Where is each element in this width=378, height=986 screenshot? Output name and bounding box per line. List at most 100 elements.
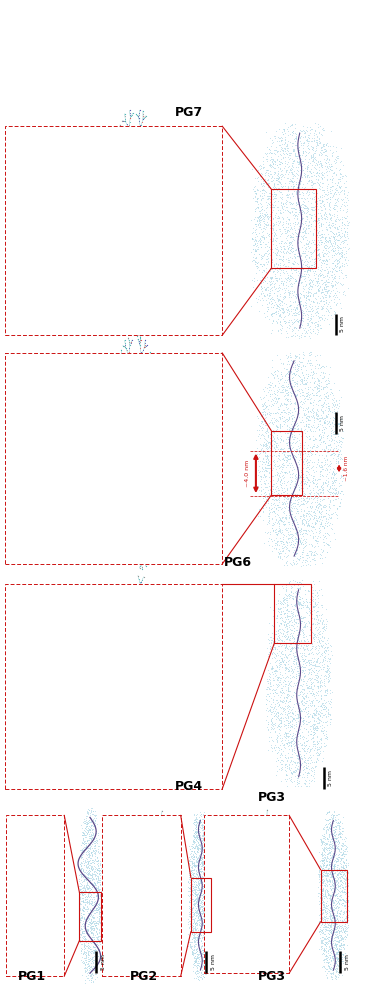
Point: [200, 924, 206, 940]
Point: [151, 193, 157, 209]
Point: [85, 802, 91, 817]
Point: [335, 193, 341, 209]
Point: [85, 823, 91, 839]
Point: [294, 663, 300, 678]
Point: [197, 908, 203, 924]
Point: [321, 701, 327, 717]
Point: [81, 857, 87, 873]
Point: [316, 914, 322, 930]
Point: [209, 888, 215, 904]
Point: [83, 945, 89, 960]
Point: [191, 893, 197, 909]
Point: [257, 187, 263, 203]
Point: [253, 265, 259, 281]
Point: [296, 153, 302, 169]
Point: [84, 949, 90, 964]
Point: [141, 703, 147, 719]
Point: [299, 613, 305, 629]
Point: [340, 860, 346, 876]
Point: [121, 609, 127, 625]
Point: [275, 374, 281, 389]
Point: [138, 275, 144, 291]
Point: [262, 145, 268, 161]
Point: [322, 831, 328, 847]
Point: [267, 188, 273, 204]
Point: [149, 238, 155, 253]
Point: [262, 147, 268, 163]
Point: [302, 619, 308, 635]
Point: [267, 667, 273, 682]
Point: [287, 440, 293, 456]
Point: [277, 693, 283, 709]
Point: [294, 755, 300, 771]
Point: [283, 549, 289, 565]
Point: [125, 469, 131, 485]
Point: [200, 922, 206, 938]
Point: [274, 246, 280, 261]
Point: [313, 476, 319, 492]
Point: [277, 441, 284, 457]
Point: [121, 743, 127, 759]
Point: [304, 598, 310, 613]
Point: [293, 160, 299, 176]
Point: [294, 541, 300, 557]
Point: [114, 167, 120, 182]
Point: [263, 387, 269, 403]
Point: [144, 357, 150, 373]
Point: [86, 880, 92, 896]
Point: [143, 625, 149, 641]
Point: [299, 268, 305, 284]
Point: [274, 368, 280, 384]
Point: [116, 530, 122, 546]
Point: [298, 259, 304, 275]
Point: [84, 939, 90, 954]
Point: [325, 671, 332, 687]
Point: [277, 143, 284, 159]
Point: [195, 946, 201, 961]
Point: [146, 314, 152, 329]
Point: [91, 902, 98, 918]
Point: [276, 215, 282, 231]
Point: [258, 420, 264, 436]
Point: [340, 892, 346, 908]
Point: [316, 403, 322, 419]
Point: [289, 520, 295, 535]
Point: [335, 875, 341, 890]
Point: [312, 251, 318, 267]
Point: [339, 913, 345, 929]
Point: [282, 612, 288, 628]
Point: [204, 821, 210, 837]
Point: [295, 628, 301, 644]
Point: [333, 854, 339, 870]
Point: [126, 218, 132, 234]
Point: [85, 921, 91, 937]
Point: [332, 929, 338, 945]
Point: [79, 915, 85, 931]
Point: [90, 826, 96, 842]
Point: [291, 620, 297, 636]
Point: [314, 370, 320, 386]
Point: [261, 485, 267, 501]
Point: [306, 217, 312, 233]
Point: [112, 426, 118, 442]
Point: [147, 400, 153, 416]
Point: [274, 473, 280, 489]
Point: [292, 214, 298, 230]
Point: [265, 429, 271, 445]
Point: [293, 126, 299, 142]
Point: [294, 375, 300, 390]
Point: [297, 297, 303, 313]
Point: [342, 876, 348, 891]
Point: [153, 449, 159, 464]
Point: [322, 851, 328, 867]
Point: [120, 233, 126, 248]
Point: [153, 259, 160, 275]
Point: [204, 883, 210, 899]
Point: [270, 392, 276, 408]
Point: [316, 892, 322, 908]
Point: [318, 272, 324, 288]
Point: [324, 965, 330, 981]
Point: [129, 477, 135, 493]
Point: [313, 230, 319, 246]
Point: [330, 907, 336, 923]
